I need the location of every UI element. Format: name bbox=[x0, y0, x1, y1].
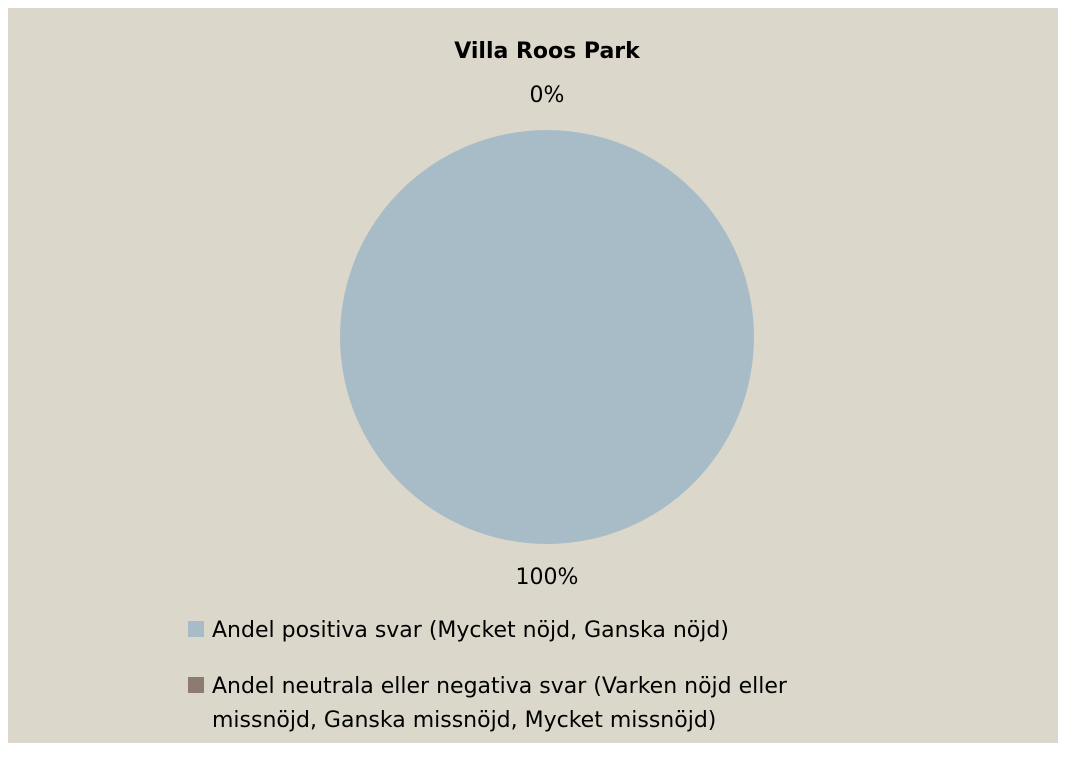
chart-title: Villa Roos Park bbox=[454, 39, 641, 64]
chart: Villa Roos Park 100% 0% bbox=[8, 8, 1058, 743]
data-label: 0% bbox=[530, 83, 565, 108]
legend-swatch bbox=[188, 677, 204, 693]
legend: Andel positiva svar (Mycket nöjd, Ganska… bbox=[188, 614, 888, 760]
pie-slice bbox=[340, 130, 754, 544]
legend-label: Andel neutrala eller negativa svar (Vark… bbox=[212, 674, 787, 733]
legend-entry: Andel positiva svar (Mycket nöjd, Ganska… bbox=[188, 614, 888, 648]
legend-swatch bbox=[188, 621, 204, 637]
legend-entry: Andel neutrala eller negativa svar (Vark… bbox=[188, 670, 888, 738]
data-label: 100% bbox=[516, 565, 579, 590]
legend-label: Andel positiva svar (Mycket nöjd, Ganska… bbox=[212, 618, 729, 643]
page: Villa Roos Park 100% 0% Andel positiva sv… bbox=[8, 8, 1058, 743]
